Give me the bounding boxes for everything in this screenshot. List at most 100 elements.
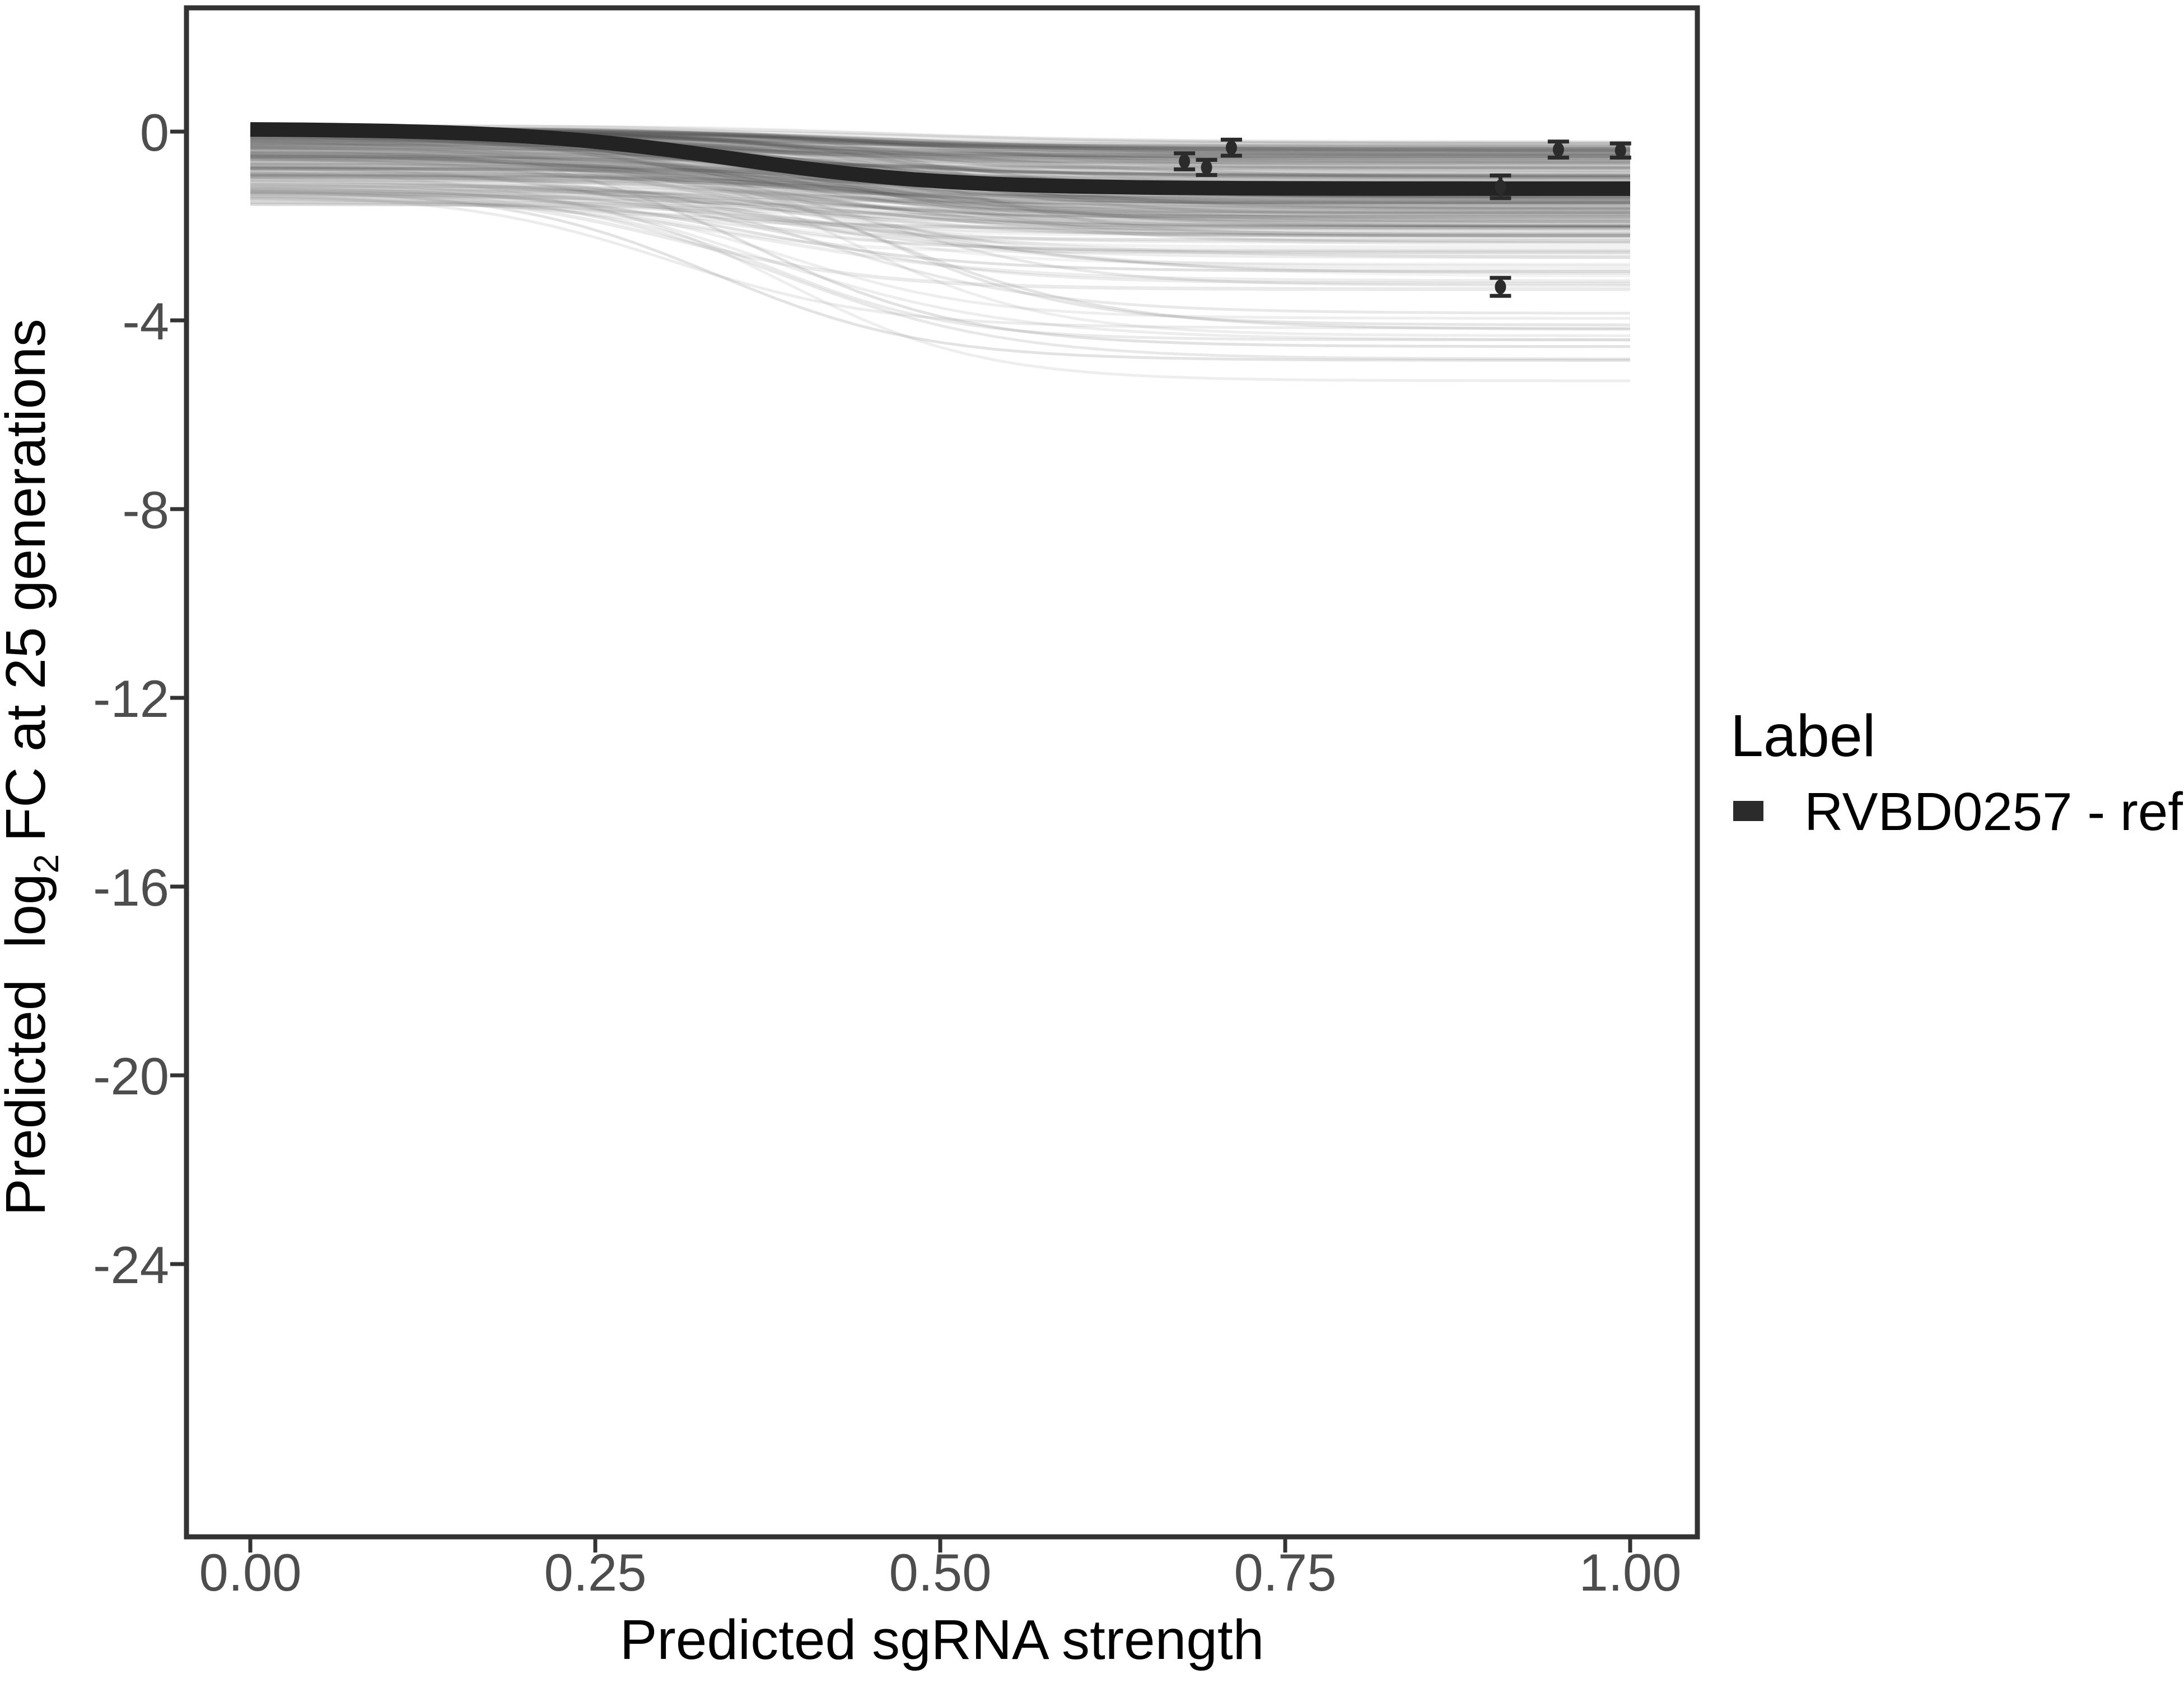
ensemble-curve: [250, 141, 1630, 162]
y-axis: 0 -4 -8 -12 -16 -20 -24: [93, 103, 186, 1294]
ensemble-curve: [250, 178, 1631, 231]
point-marker: [1179, 154, 1191, 169]
x-axis-title: Predicted sgRNA strength: [620, 1609, 1264, 1671]
legend: Label RVBD0257 - ref: [1730, 703, 2183, 842]
ensemble-curve: [250, 184, 1630, 206]
ensemble-curve: [250, 172, 1631, 241]
y-tick-label: -20: [93, 1047, 169, 1106]
ensemble-curve: [250, 153, 1630, 200]
ensemble-curve: [250, 187, 1630, 253]
ensemble-curve: [250, 147, 1630, 238]
ensemble-diver-curve: [250, 162, 1631, 287]
ensemble-curve: [250, 138, 1631, 229]
ensemble-curve: [250, 189, 1630, 209]
ensemble-curve: [250, 173, 1630, 237]
ensemble-curve: [250, 176, 1631, 275]
ensemble-curve: [250, 190, 1630, 236]
ensemble-curve: [250, 144, 1630, 237]
ensemble-curve: [250, 145, 1630, 166]
ensemble-curve: [250, 190, 1630, 291]
ensemble-curve: [250, 153, 1630, 204]
ensemble-curve: [250, 150, 1630, 178]
error-bar-point: [1174, 151, 1196, 171]
ensemble-curve: [250, 171, 1630, 246]
ensemble-curve: [250, 183, 1630, 223]
ensemble-curve: [250, 180, 1630, 266]
data-points: [1174, 137, 1631, 298]
ensemble-curve: [250, 197, 1630, 283]
legend-entry-label: RVBD0257 - ref: [1804, 782, 2183, 842]
ensemble-curve: [250, 201, 1630, 223]
ensemble-curve: [250, 124, 1630, 146]
legend-key-swatch: [1733, 801, 1763, 821]
ensemble-curve: [250, 147, 1630, 217]
x-axis: 0.00 0.25 0.50 0.75 1.00: [199, 1537, 1681, 1602]
ensemble-curve: [250, 163, 1630, 199]
ensemble-curve: [250, 134, 1630, 199]
x-tick-label: 0.00: [199, 1543, 302, 1602]
y-axis-title-main: Predicted log: [0, 873, 57, 1215]
ensemble-curve: [250, 194, 1630, 235]
ensemble-curve: [250, 189, 1630, 217]
ensemble-curve: [250, 155, 1630, 178]
ensemble-curve: [250, 150, 1630, 174]
ensemble-diver-curve: [250, 146, 1631, 331]
ensemble-curve: [250, 158, 1630, 177]
ensemble-curve: [250, 151, 1630, 219]
ensemble-curve: [250, 152, 1630, 176]
point-marker: [1225, 140, 1237, 155]
y-tick-label: -4: [122, 292, 169, 351]
ensemble-curve: [250, 151, 1630, 220]
ensemble-curve: [250, 172, 1630, 223]
legend-title: Label: [1730, 703, 1875, 769]
x-tick-label: 0.25: [544, 1543, 647, 1602]
ensemble-curve: [250, 178, 1630, 229]
ensemble-curve: [250, 153, 1630, 213]
ensemble-curve: [250, 190, 1631, 259]
ensemble-curve: [250, 184, 1631, 215]
error-bar-point: [1547, 139, 1569, 160]
ensemble-diver-curve: [250, 194, 1630, 330]
ensemble-diver-curve: [250, 144, 1631, 337]
y-tick-label: -12: [93, 669, 169, 728]
ensemble-curve: [250, 199, 1630, 219]
ensemble-curve: [250, 132, 1630, 204]
ensemble-curve: [250, 145, 1630, 228]
y-axis-title: Predicted log2 FC at 25 generations: [0, 319, 66, 1216]
ensemble-curve: [250, 147, 1630, 199]
ensemble-curve: [250, 174, 1630, 222]
ensemble-curve: [250, 182, 1630, 223]
ensemble-curve: [250, 186, 1630, 285]
ensemble-curve: [250, 144, 1630, 214]
ensemble-curve: [250, 138, 1630, 227]
ensemble-curve: [250, 178, 1630, 202]
ensemble-curve: [250, 134, 1630, 198]
ensemble-curve: [250, 188, 1630, 254]
ensemble-curve: [250, 162, 1631, 230]
ensemble-diver-curve: [250, 188, 1630, 361]
ensemble-curve: [250, 146, 1630, 170]
ensemble-curve: [250, 156, 1631, 177]
point-marker: [1552, 142, 1564, 157]
ensemble-diver-curve: [250, 170, 1631, 341]
ensemble-curve: [250, 145, 1630, 226]
point-marker: [1201, 160, 1212, 175]
ensemble-curve: [250, 189, 1630, 242]
ensemble-diver-curve: [250, 195, 1631, 320]
ensemble-curve: [250, 141, 1630, 220]
ensemble-curve: [250, 163, 1630, 244]
error-bar-point: [1609, 141, 1631, 160]
ensemble-curve: [250, 140, 1630, 160]
ensemble-curve: [250, 151, 1630, 215]
ensemble-curve: [250, 143, 1630, 166]
ensemble-diver-curve: [250, 189, 1630, 362]
ensemble-curve: [250, 186, 1630, 205]
ensemble-curve: [250, 202, 1630, 268]
ensemble-curve: [250, 139, 1630, 158]
ensemble-curve: [250, 160, 1630, 204]
ensemble-diver-curve: [250, 169, 1631, 315]
ensemble-curve: [250, 175, 1630, 211]
ensemble-curve: [250, 183, 1630, 227]
ensemble-curve: [250, 169, 1630, 213]
